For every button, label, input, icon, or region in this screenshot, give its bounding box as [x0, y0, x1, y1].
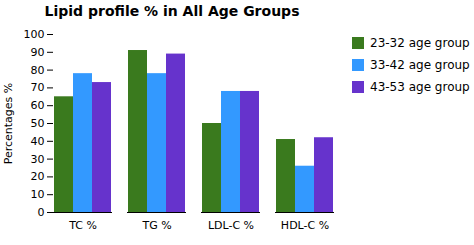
svg-text:0: 0: [38, 206, 45, 219]
svg-text:HDL-C %: HDL-C %: [281, 219, 329, 232]
html-text:33-42 age group: 33-42 age group: [370, 58, 470, 72]
svg-text:30: 30: [31, 153, 45, 166]
svg-text:Percentages %: Percentages %: [2, 83, 15, 165]
svg-text:70: 70: [31, 81, 45, 94]
svg-text:TG %: TG %: [141, 219, 171, 232]
svg-text:LDL-C %: LDL-C %: [208, 219, 254, 232]
html-text:43-53 age group: 43-53 age group: [370, 80, 470, 94]
svg-text:50: 50: [31, 117, 45, 130]
svg-text:20: 20: [31, 170, 45, 183]
svg-text:10: 10: [31, 188, 45, 201]
svg-text:80: 80: [31, 64, 45, 77]
svg-text:TC %: TC %: [68, 219, 97, 232]
svg-text:60: 60: [31, 99, 45, 112]
html-text:23-32 age group: 23-32 age group: [370, 36, 470, 50]
svg-text:90: 90: [31, 46, 45, 59]
svg-text:100: 100: [24, 28, 45, 41]
svg-text:40: 40: [31, 135, 45, 148]
html-text:Lipid profile % in All Age Gro: Lipid profile % in All Age Groups: [44, 3, 300, 19]
